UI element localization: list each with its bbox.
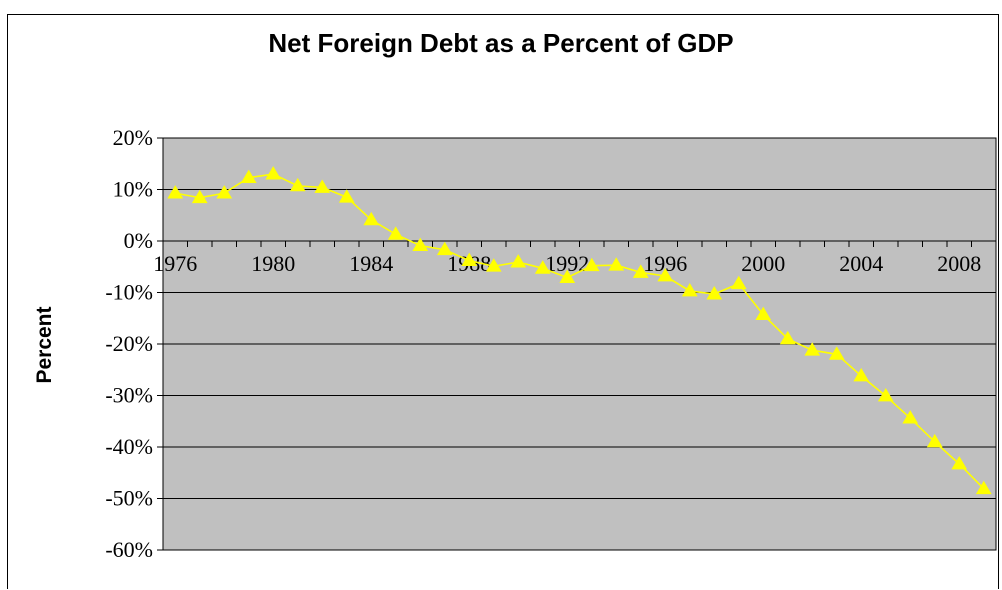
data-point [191, 189, 208, 204]
data-point [485, 258, 502, 272]
data-point [706, 286, 723, 300]
y-tick-label: -40% [105, 434, 153, 459]
data-point [583, 257, 600, 272]
x-tick-label: 1976 [153, 251, 197, 276]
y-tick-label: -50% [105, 486, 153, 511]
y-tick-label: -60% [105, 537, 153, 562]
x-tick-label: 2004 [839, 251, 883, 276]
y-tick-label: -20% [105, 331, 153, 356]
data-point [289, 177, 306, 192]
data-point [216, 185, 233, 199]
y-tick-label: 0% [124, 228, 153, 253]
series-line [175, 173, 985, 490]
data-point [240, 169, 257, 184]
data-point [559, 269, 576, 283]
y-tick-label: 10% [113, 177, 153, 202]
data-point [951, 456, 968, 470]
data-point [902, 410, 919, 424]
data-point [363, 211, 380, 226]
data-point [412, 237, 429, 252]
data-point [657, 268, 674, 282]
x-tick-label: 1984 [349, 251, 393, 276]
data-point [461, 252, 478, 266]
data-point [828, 346, 845, 360]
data-point [730, 275, 747, 290]
x-tick-label: 2008 [937, 251, 981, 276]
data-point [755, 306, 772, 321]
data-point [877, 388, 894, 402]
data-point [265, 166, 282, 180]
data-point [534, 260, 551, 274]
data-point [853, 367, 870, 382]
y-tick-label: -30% [105, 383, 153, 408]
chart-title: Net Foreign Debt as a Percent of GDP [268, 28, 734, 58]
data-point [608, 257, 625, 271]
x-tick-label: 1980 [251, 251, 295, 276]
data-point [436, 241, 453, 256]
data-point [975, 480, 992, 495]
data-point [632, 264, 649, 278]
data-point [387, 226, 404, 240]
data-point [681, 282, 698, 297]
data-point [926, 433, 943, 448]
data-point [510, 254, 527, 268]
data-point [804, 342, 821, 356]
y-tick-label: 20% [113, 125, 153, 150]
data-point [167, 185, 184, 199]
data-point [314, 179, 331, 193]
data-point [338, 189, 355, 203]
x-tick-label: 2000 [741, 251, 785, 276]
data-point [779, 330, 796, 345]
y-tick-label: -10% [105, 280, 153, 305]
